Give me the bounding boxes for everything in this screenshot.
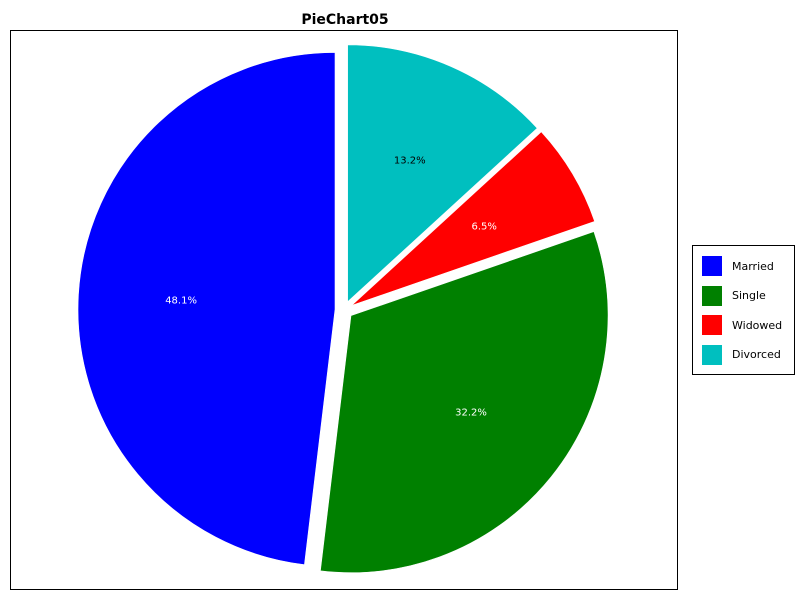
legend-label: Single — [732, 289, 766, 302]
legend-swatch — [702, 285, 722, 306]
legend-label: Married — [732, 259, 774, 273]
legend-swatch — [702, 256, 722, 276]
pie-slice-divorced — [347, 44, 538, 303]
legend: Married Single Widowed Divorced — [692, 245, 795, 375]
legend-item-divorced: Divorced — [702, 344, 781, 365]
plot-frame — [10, 30, 678, 590]
legend-swatch — [702, 344, 722, 365]
slice-label-widowed: 6.5% — [472, 221, 497, 232]
slice-label-divorced: 13.2% — [394, 156, 426, 167]
legend-item-single: Single — [702, 285, 766, 306]
pie-slice-single — [320, 231, 609, 573]
slice-label-married: 48.1% — [165, 295, 197, 306]
pie-slice-widowed — [351, 131, 595, 306]
pie-slice-married — [77, 52, 336, 565]
legend-swatch — [702, 315, 722, 335]
legend-item-widowed: Widowed — [702, 315, 782, 335]
legend-label: Widowed — [732, 318, 783, 332]
slice-label-single: 32.2% — [455, 407, 487, 418]
legend-item-married: Married — [702, 256, 774, 276]
legend-label: Divorced — [732, 348, 781, 361]
chart-title: PieChart05 — [301, 12, 389, 28]
